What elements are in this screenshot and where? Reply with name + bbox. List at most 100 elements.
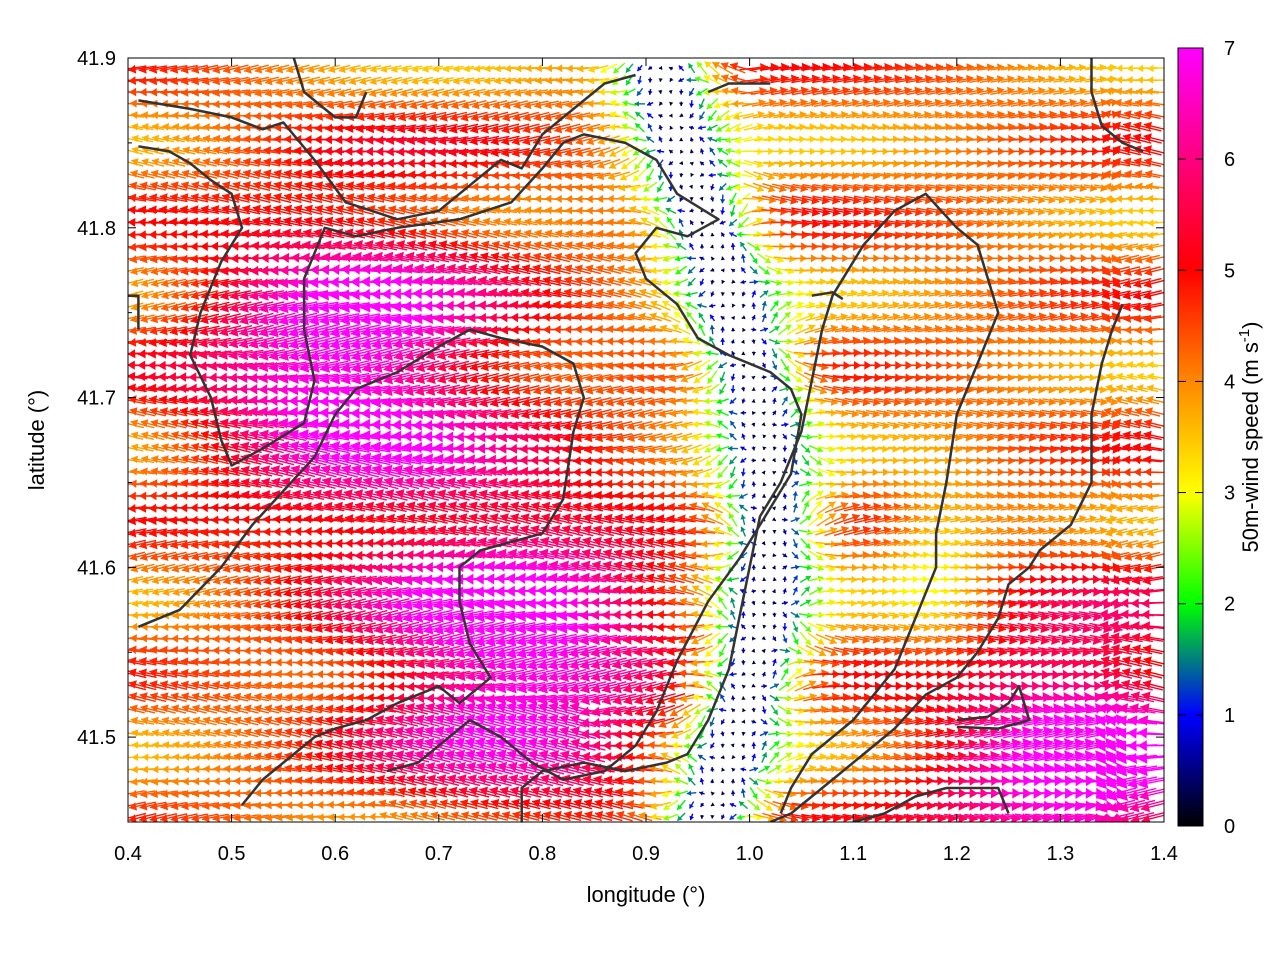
wind-arrow-head bbox=[1127, 765, 1138, 777]
wind-arrow-head bbox=[254, 740, 262, 749]
wind-arrow-head bbox=[264, 776, 272, 785]
wind-arrow-head bbox=[752, 779, 759, 785]
wind-arrow-head bbox=[730, 743, 735, 748]
wind-arrow-head bbox=[170, 801, 179, 811]
wind-arrow-head bbox=[476, 761, 487, 772]
wind-arrow-head bbox=[374, 738, 384, 749]
wind-arrow-head bbox=[773, 752, 779, 758]
wind-arrow-head bbox=[243, 764, 252, 773]
wind-arrow-head bbox=[181, 814, 189, 822]
wind-arrow-head bbox=[223, 813, 231, 822]
wind-arrow-head bbox=[710, 779, 715, 783]
wind-arrow-head bbox=[674, 777, 681, 784]
wind-arrow-head bbox=[335, 715, 344, 725]
wind-arrow-head bbox=[365, 762, 375, 773]
wind-arrow-head bbox=[721, 720, 725, 725]
wind-arrow-head bbox=[1116, 740, 1127, 752]
wind-arrow-head bbox=[213, 764, 221, 773]
wind-arrow-head bbox=[761, 752, 768, 758]
wind-arrow-head bbox=[475, 737, 486, 749]
wind-arrow-head bbox=[491, 811, 500, 820]
wind-arrow-head bbox=[591, 717, 601, 728]
wind-arrow-head bbox=[233, 740, 242, 749]
wind-arrow-head bbox=[1137, 727, 1148, 739]
wind-arrow-head bbox=[172, 753, 180, 761]
wind-arrow-head bbox=[537, 714, 548, 725]
wind-arrow-head bbox=[562, 786, 572, 796]
wind-arrow-head bbox=[516, 737, 528, 749]
wind-arrow-head bbox=[603, 752, 612, 762]
wind-arrow-head bbox=[775, 765, 782, 771]
wind-arrow-head bbox=[142, 741, 149, 749]
wind-arrow-head bbox=[386, 774, 396, 784]
wind-arrow-head bbox=[151, 777, 159, 786]
wind-arrow-head bbox=[233, 801, 241, 810]
wind-arrow-head bbox=[602, 740, 611, 751]
wind-arrow-head bbox=[408, 787, 417, 796]
wind-arrow-head bbox=[264, 764, 272, 773]
wind-arrow-head bbox=[368, 812, 376, 821]
wind-arrow-head bbox=[140, 777, 148, 786]
wind-arrow-head bbox=[946, 751, 956, 761]
wind-arrow-head bbox=[418, 787, 427, 796]
wind-arrow-head bbox=[521, 798, 531, 808]
wind-arrow-head bbox=[486, 749, 497, 761]
wind-arrow-head bbox=[613, 729, 622, 740]
wind-arrow-head bbox=[448, 786, 458, 796]
wind-arrow-head bbox=[161, 777, 169, 786]
wind-arrow-head bbox=[254, 789, 261, 798]
wind-arrow-head bbox=[364, 750, 374, 761]
wind-arrow-head bbox=[357, 800, 365, 809]
wind-arrow-head bbox=[1032, 726, 1043, 737]
wind-arrow-head bbox=[593, 775, 602, 785]
wind-arrow-head bbox=[602, 729, 611, 740]
wind-arrow-head bbox=[460, 799, 469, 808]
wind-arrow-head bbox=[192, 765, 200, 774]
wind-arrow-head bbox=[741, 732, 746, 736]
wind-arrow-head bbox=[538, 737, 549, 749]
wind-arrow-head bbox=[671, 732, 679, 739]
wind-arrow-head bbox=[720, 802, 725, 808]
wind-arrow-head bbox=[574, 810, 583, 820]
wind-arrow-head bbox=[571, 750, 581, 761]
wind-arrow-head bbox=[542, 798, 551, 808]
wind-arrow-head bbox=[532, 811, 541, 820]
wind-arrow-head bbox=[753, 804, 760, 811]
wind-arrow-head bbox=[763, 731, 769, 736]
wind-arrow-head bbox=[120, 705, 128, 713]
wind-arrow-head bbox=[736, 814, 743, 821]
wind-arrow-head bbox=[193, 728, 201, 737]
wind-arrow-head bbox=[741, 777, 746, 783]
wind-arrow-head bbox=[740, 743, 746, 748]
wind-arrow-head bbox=[466, 761, 477, 772]
wind-arrow-head bbox=[440, 811, 449, 820]
wind-arrow-head bbox=[428, 786, 437, 796]
wind-arrow-head bbox=[414, 738, 425, 749]
wind-arrow-head bbox=[786, 741, 793, 748]
wind-arrow-head bbox=[455, 749, 466, 761]
wind-arrow-head bbox=[1141, 814, 1151, 822]
wind-arrow-head bbox=[1107, 790, 1118, 801]
wind-arrow-head bbox=[334, 739, 344, 749]
wind-arrow-head bbox=[213, 716, 221, 725]
wind-arrow-head bbox=[223, 789, 231, 798]
wind-arrow-head bbox=[615, 787, 624, 797]
wind-arrow-head bbox=[479, 786, 489, 796]
wind-arrow-head bbox=[699, 778, 705, 783]
wind-arrow-head bbox=[979, 751, 989, 761]
wind-arrow-head bbox=[374, 726, 384, 737]
wind-arrow-head bbox=[519, 774, 529, 784]
wind-arrow-head bbox=[753, 766, 759, 772]
wind-arrow-head bbox=[203, 752, 211, 761]
wind-arrow-head bbox=[400, 811, 408, 820]
wind-arrow-head bbox=[799, 776, 807, 785]
wind-arrow-head bbox=[414, 714, 425, 725]
wind-arrow-head bbox=[384, 726, 394, 737]
wind-arrow-head bbox=[389, 799, 397, 808]
wind-arrow-head bbox=[510, 786, 520, 796]
wind-arrow-head bbox=[720, 744, 725, 748]
wind-arrow-head bbox=[306, 801, 313, 810]
wind-arrow-head bbox=[490, 798, 500, 808]
wind-arrow-head bbox=[658, 720, 667, 728]
wind-arrow-head bbox=[475, 713, 486, 725]
